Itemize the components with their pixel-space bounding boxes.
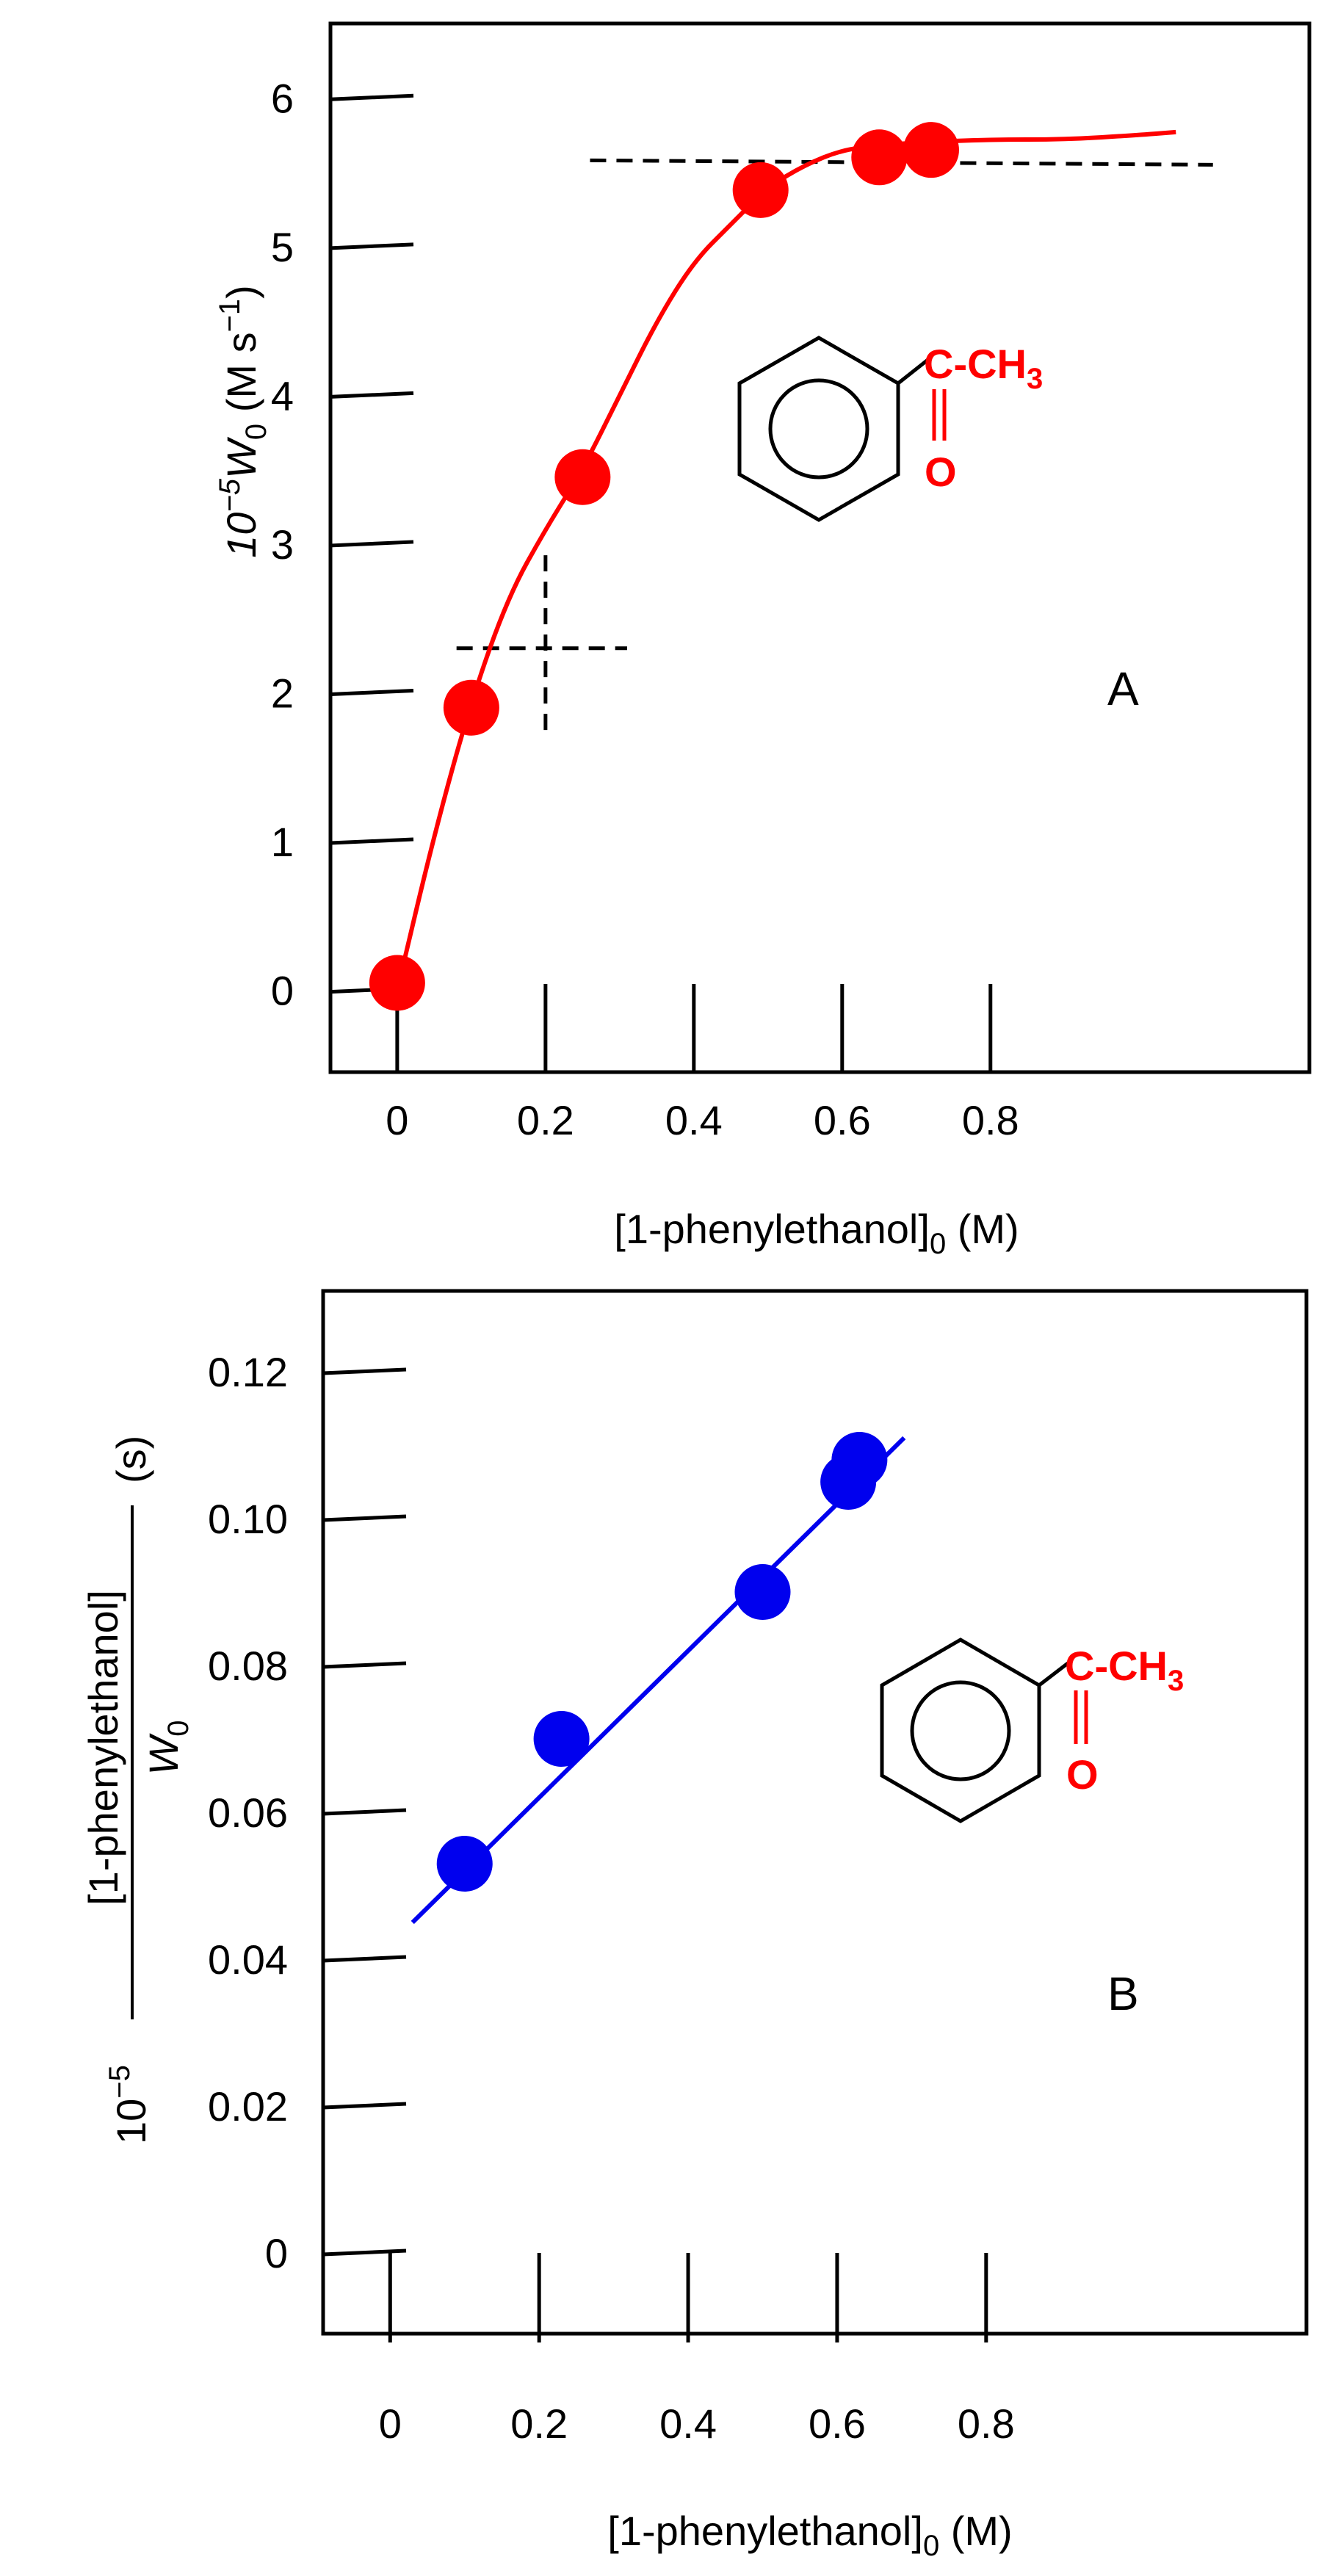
acetophenone-structure-a: C-CH3 O: [737, 336, 1043, 522]
data-point: [903, 122, 959, 178]
y-tick-label: 0.02: [208, 2083, 288, 2130]
x-tick-label: 0.2: [510, 2400, 568, 2447]
y-tick-label: 0.04: [208, 1936, 288, 1983]
y-tick: [330, 93, 414, 101]
data-point: [533, 1711, 590, 1767]
data-point: [831, 1432, 888, 1488]
y-tick-label: 3: [271, 521, 294, 568]
y-tick: [330, 391, 414, 399]
y-tick-label: 0: [265, 2230, 288, 2276]
panel-a-data-points: [369, 122, 959, 1011]
y-title-numerator: [1-phenylethanol]: [80, 1590, 126, 1906]
y-tick-label: 2: [271, 670, 294, 716]
substituent-label: C-CH3: [924, 341, 1043, 395]
benzene-ring-circle: [910, 1680, 1011, 1781]
y-tick: [322, 1955, 407, 1963]
substituent-label: C-CH3: [1065, 1643, 1184, 1697]
panel-b-y-axis-title: 10−5 [1-phenylethanol] W0 (s): [80, 1436, 195, 2144]
y-tick-label: 0.10: [208, 1496, 288, 1542]
y-title-denominator: W0: [140, 1720, 195, 1775]
y-tick-label: 5: [271, 224, 294, 270]
benzene-ring: [737, 336, 900, 522]
panel-a-x-ticks: 0 0.2 0.4 0.6 0.8: [386, 984, 1019, 1143]
y-tick: [330, 837, 414, 845]
panel-b-x-ticks: 0 0.2 0.4 0.6 0.8: [379, 2253, 1015, 2447]
y-tick: [330, 242, 414, 250]
panel-a-y-axis-title: 10−5W0 (M s−1): [214, 285, 272, 558]
y-title-prefix: 10−5: [104, 2065, 154, 2144]
panel-a: 0 1 2 3 4 5 6 0 0.2 0.4 0.6 0.8 C-CH3 O A [1-pheny…: [214, 21, 1312, 1260]
panel-a-y-ticks: 0 1 2 3 4 5 6: [271, 75, 414, 1014]
carbonyl-oxygen-label: O: [1066, 1751, 1099, 1798]
y-tick: [322, 1808, 407, 1816]
y-tick: [322, 2248, 407, 2257]
x-tick-label: 0.8: [962, 1097, 1019, 1143]
y-tick-label: 0.12: [208, 1349, 288, 1395]
data-point: [369, 955, 425, 1011]
ring-substituent-bond: [1038, 1660, 1072, 1687]
panel-a-frame: [328, 21, 1312, 1074]
y-tick-label: 0.08: [208, 1643, 288, 1689]
panel-label-b: B: [1107, 1967, 1139, 2020]
panel-label-a: A: [1107, 662, 1139, 715]
x-tick-label: 0.6: [814, 1097, 871, 1143]
y-tick: [330, 540, 414, 548]
acetophenone-structure-b: C-CH3 O: [880, 1638, 1184, 1823]
panel-a-fit-curve: [394, 129, 1176, 991]
ring-substituent-bond: [897, 357, 931, 385]
y-tick: [322, 2102, 407, 2110]
data-point: [851, 129, 908, 186]
data-point: [734, 1564, 791, 1620]
y-tick-label: 0.06: [208, 1790, 288, 1836]
panel-b: 00.020.040.060.080.100.12 0 0.2 0.4 0.6 0.8 …: [80, 1289, 1309, 2562]
x-tick-label: 0.6: [809, 2400, 866, 2447]
data-point: [732, 162, 789, 218]
panel-b-frame: [321, 1289, 1309, 2336]
y-tick: [322, 1661, 407, 1669]
panel-b-fit-line: [411, 1436, 906, 1925]
benzene-ring: [880, 1638, 1041, 1823]
y-tick-label: 6: [271, 75, 294, 121]
data-point: [554, 449, 611, 505]
y-tick: [322, 1367, 407, 1375]
y-title-unit: (s): [108, 1436, 154, 1483]
data-point: [436, 1836, 493, 1892]
y-tick-label: 4: [271, 372, 294, 419]
x-tick-label: 0.4: [665, 1097, 723, 1143]
y-tick: [330, 688, 414, 696]
benzene-ring-circle: [768, 378, 869, 480]
y-tick-label: 0: [271, 968, 294, 1014]
x-tick-label: 0.4: [659, 2400, 717, 2447]
data-point: [443, 679, 499, 736]
carbonyl-oxygen-label: O: [925, 449, 957, 495]
panel-a-guide-lines: [456, 158, 1213, 731]
panel-b-y-ticks: 0 0.02 0.04 0.06 0.08 0.10 0.12: [208, 1349, 407, 2276]
x-tick-label: 0: [386, 1097, 408, 1143]
y-tick-label: 1: [271, 819, 294, 865]
panel-a-x-axis-title: [1-phenylethanol]0 (M): [614, 1206, 1019, 1260]
x-tick-label: 0: [379, 2400, 402, 2447]
x-tick-label: 0.8: [958, 2400, 1015, 2447]
panel-b-data-points: [436, 1432, 888, 1892]
y-tick: [322, 1514, 407, 1522]
panel-b-x-axis-title: [1-phenylethanol]0 (M): [607, 2508, 1012, 2562]
x-tick-label: 0.2: [517, 1097, 574, 1143]
